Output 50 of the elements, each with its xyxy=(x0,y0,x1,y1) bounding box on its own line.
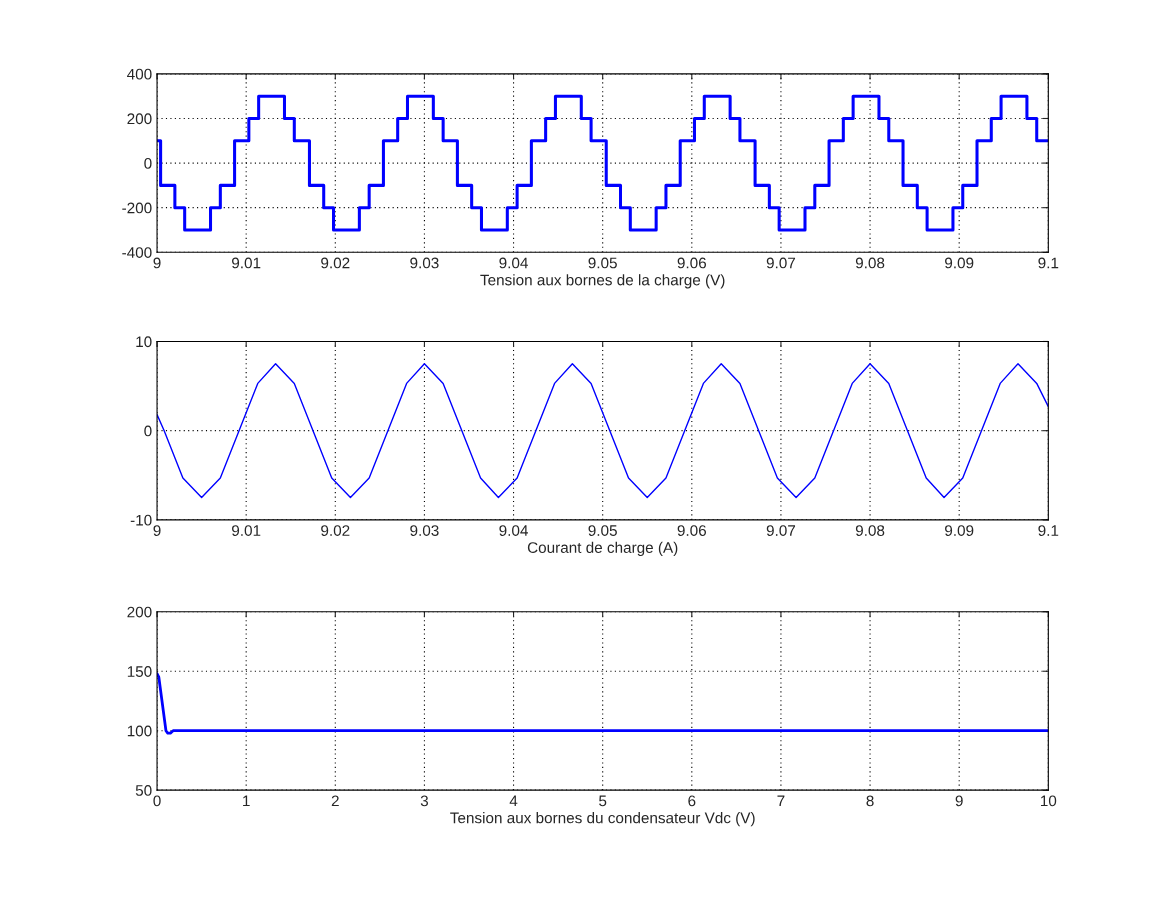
x-tick-label: 9.01 xyxy=(232,525,261,536)
x-tick-label: 9.02 xyxy=(321,257,350,269)
x-axis-title: Tension aux bornes du condensateur Vdc (V) xyxy=(450,812,755,827)
x-tick-label: 9.03 xyxy=(410,525,439,536)
y-tick-label: -200 xyxy=(122,202,152,214)
x-tick-label: 9.08 xyxy=(855,257,885,269)
x-tick-label: 0 xyxy=(153,795,161,807)
y-tick-label: 150 xyxy=(127,666,152,677)
x-tick-label: 9.04 xyxy=(499,257,528,269)
x-axis-title: Courant de charge (A) xyxy=(527,541,678,556)
x-tick-label: 9 xyxy=(153,525,161,536)
y-tick-label: 0 xyxy=(144,425,152,437)
y-tick-label: 0 xyxy=(144,157,152,169)
x-tick-label: 9.09 xyxy=(945,257,974,269)
x-tick-label: 1 xyxy=(243,795,250,807)
y-tick-label: 200 xyxy=(127,606,152,618)
y-tick-label: 100 xyxy=(127,725,152,737)
x-tick-label: 9 xyxy=(153,257,161,269)
x-axis-title: Tension aux bornes de la charge (V) xyxy=(480,274,725,289)
x-tick-label: 9.05 xyxy=(588,525,617,536)
x-tick-label: 4 xyxy=(509,795,518,807)
x-tick-label: 9.06 xyxy=(677,525,706,536)
x-tick-label: 9.05 xyxy=(588,257,617,269)
line-series xyxy=(157,363,1049,499)
x-tick-label: 9.06 xyxy=(677,257,706,269)
x-tick-label: 9.02 xyxy=(321,525,350,536)
x-tick-label: 9.07 xyxy=(766,525,796,536)
y-tick-label: -10 xyxy=(130,514,152,526)
x-tick-label: 9 xyxy=(955,795,963,807)
x-tick-label: 9.08 xyxy=(855,525,885,536)
x-tick-label: 9.07 xyxy=(766,257,796,269)
x-tick-label: 7 xyxy=(777,795,785,807)
x-tick-label: 2 xyxy=(331,795,339,807)
x-tick-label: 9.1 xyxy=(1038,257,1059,269)
x-tick-label: 9.03 xyxy=(410,257,439,269)
x-tick-label: 5 xyxy=(599,795,607,807)
y-tick-label: 50 xyxy=(135,785,152,796)
x-tick-label: 6 xyxy=(688,795,696,807)
y-tick-label: -400 xyxy=(122,247,152,258)
line-series xyxy=(157,672,1049,735)
y-tick-label: 400 xyxy=(127,68,152,80)
x-tick-label: 9.1 xyxy=(1038,525,1059,536)
y-tick-label: 200 xyxy=(127,113,152,125)
y-tick-label: 10 xyxy=(136,336,152,348)
x-tick-label: 10 xyxy=(1040,795,1057,807)
x-tick-label: 9.04 xyxy=(499,525,528,536)
x-tick-label: 9.09 xyxy=(945,525,974,536)
x-tick-label: 8 xyxy=(866,795,874,807)
x-tick-label: 3 xyxy=(420,795,428,807)
x-tick-label: 9.01 xyxy=(232,257,261,269)
